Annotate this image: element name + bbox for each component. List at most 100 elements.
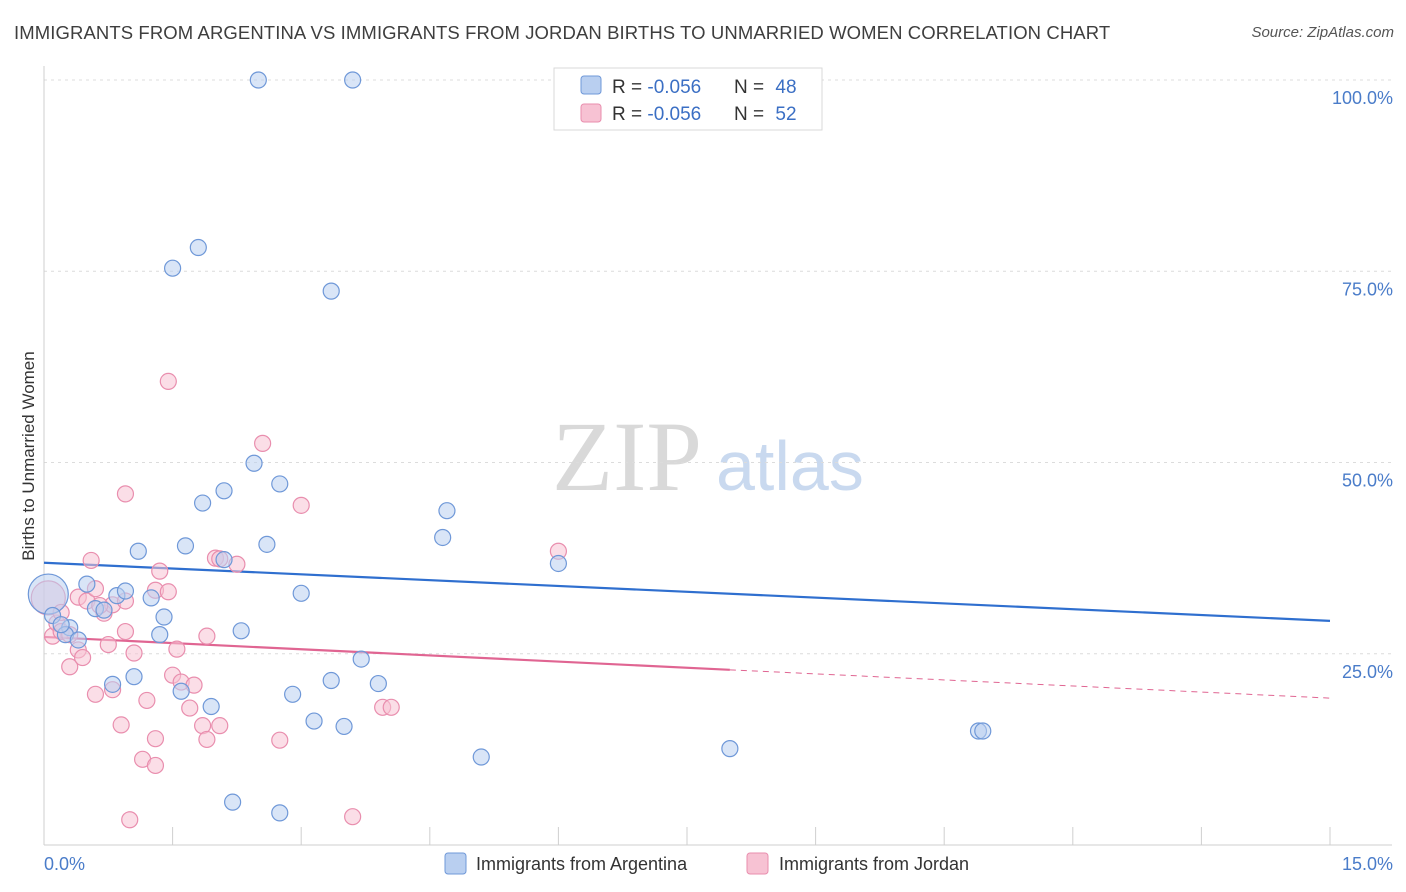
argentina-point: [271, 475, 289, 493]
jordan-trend-line-extension: [729, 669, 1331, 699]
jordan-point: [146, 756, 165, 775]
jordan-point: [159, 372, 177, 391]
series-legend-label-argentina: Immigrants from Argentina: [476, 854, 688, 874]
jordan-point: [73, 648, 92, 667]
jordan-point: [82, 551, 100, 570]
watermark-zip: ZIP: [552, 401, 702, 512]
legend-swatch-jordan: [580, 103, 602, 123]
legend-n-value: 48: [775, 77, 796, 98]
argentina-point: [69, 631, 87, 649]
legend-row-jordan: R = -0.056: [612, 104, 701, 125]
argentina-point: [78, 575, 96, 593]
jordan-point: [121, 811, 139, 829]
jordan-point: [344, 808, 362, 826]
jordan-point: [146, 730, 165, 748]
argentina-point: [322, 671, 340, 690]
jordan-point: [168, 640, 186, 658]
jordan-point: [61, 658, 79, 676]
watermark-atlas: atlas: [716, 427, 864, 505]
argentina-point: [369, 674, 387, 693]
watermark: ZIP atlas: [552, 401, 864, 512]
argentina-point: [322, 282, 340, 300]
argentina-point: [103, 675, 122, 693]
argentina-trend-line: [43, 561, 1331, 622]
jordan-point: [125, 644, 143, 662]
y-axis-title: Births to Unmarried Women: [19, 351, 38, 560]
legend-n-argentina: N = 48: [734, 77, 797, 98]
legend-n-label: N =: [734, 77, 769, 98]
argentina-point: [549, 554, 568, 573]
legend-n-label: N =: [734, 104, 769, 125]
argentina-point: [249, 71, 267, 89]
argentina-point: [142, 589, 160, 607]
argentina-point: [95, 601, 113, 619]
jordan-point: [86, 685, 105, 703]
argentina-point: [335, 717, 353, 736]
y-tick-labels: 25.0% 50.0% 75.0% 100.0%: [1332, 88, 1393, 682]
argentina-point: [164, 259, 182, 277]
series-legend-label-jordan: Immigrants from Jordan: [779, 854, 969, 874]
argentina-point: [224, 793, 242, 811]
argentina-point: [258, 535, 276, 553]
chart-title: IMMIGRANTS FROM ARGENTINA VS IMMIGRANTS …: [14, 22, 1111, 43]
legend-r-label: R =: [612, 104, 647, 125]
argentina-point: [292, 584, 310, 602]
axes: [43, 66, 1392, 846]
jordan-point: [99, 635, 117, 654]
argentina-point: [151, 626, 169, 644]
legend-swatch-argentina: [580, 75, 602, 95]
argentina-point: [344, 71, 362, 89]
jordan-point: [151, 562, 169, 580]
legend-r-label: R =: [612, 77, 647, 98]
argentina-point: [176, 537, 195, 555]
argentina-point: [721, 740, 739, 758]
jordan-point: [271, 731, 289, 749]
series-legend-swatch-argentina: [444, 852, 467, 875]
jordan-point: [382, 698, 400, 716]
argentina-point: [284, 685, 302, 703]
legend-r-value: -0.056: [647, 104, 701, 125]
jordan-point: [254, 434, 272, 452]
jordan-point: [181, 699, 199, 717]
x-tick-label: 0.0%: [44, 854, 85, 874]
x-tick-label: 15.0%: [1342, 854, 1393, 874]
stats-legend: R = -0.056 N = 48 R = -0.056 N = 52: [553, 67, 823, 131]
x-tick-labels: 0.0% 15.0%: [44, 854, 1393, 874]
argentina-point: [434, 528, 452, 547]
jordan-point: [198, 627, 216, 645]
argentina-point: [172, 682, 190, 700]
argentina-point: [974, 722, 992, 740]
jordan-point: [292, 496, 310, 514]
y-tick-label: 100.0%: [1332, 88, 1393, 108]
argentina-point: [305, 712, 323, 730]
argentina-point: [129, 542, 147, 560]
jordan-point: [116, 622, 135, 641]
y-tick-label: 25.0%: [1342, 662, 1393, 682]
argentina-point: [155, 608, 173, 626]
jordan-point: [159, 583, 177, 601]
argentina-point: [232, 622, 250, 640]
jordan-point: [211, 717, 229, 735]
argentina-point: [271, 804, 289, 822]
series-legend: Immigrants from Argentina Immigrants fro…: [444, 852, 969, 875]
argentina-point: [438, 502, 456, 520]
argentina-point: [125, 668, 143, 686]
jordan-point: [112, 716, 130, 734]
legend-r-value: -0.056: [647, 77, 701, 98]
jordan-point: [116, 485, 135, 503]
argentina-point: [202, 697, 220, 716]
argentina-point: [215, 551, 233, 569]
series-legend-swatch-jordan: [746, 852, 769, 875]
source-label: Source: ZipAtlas.com: [1251, 24, 1394, 41]
argentina-point: [116, 582, 135, 600]
argentina-points: [27, 71, 992, 822]
argentina-point: [52, 616, 70, 634]
argentina-point: [189, 238, 207, 257]
argentina-point: [194, 494, 212, 512]
legend-n-value: 52: [775, 104, 796, 125]
argentina-point: [245, 454, 263, 472]
legend-n-jordan: N = 52: [734, 104, 797, 125]
y-tick-label: 75.0%: [1342, 279, 1393, 299]
argentina-point: [472, 748, 490, 766]
